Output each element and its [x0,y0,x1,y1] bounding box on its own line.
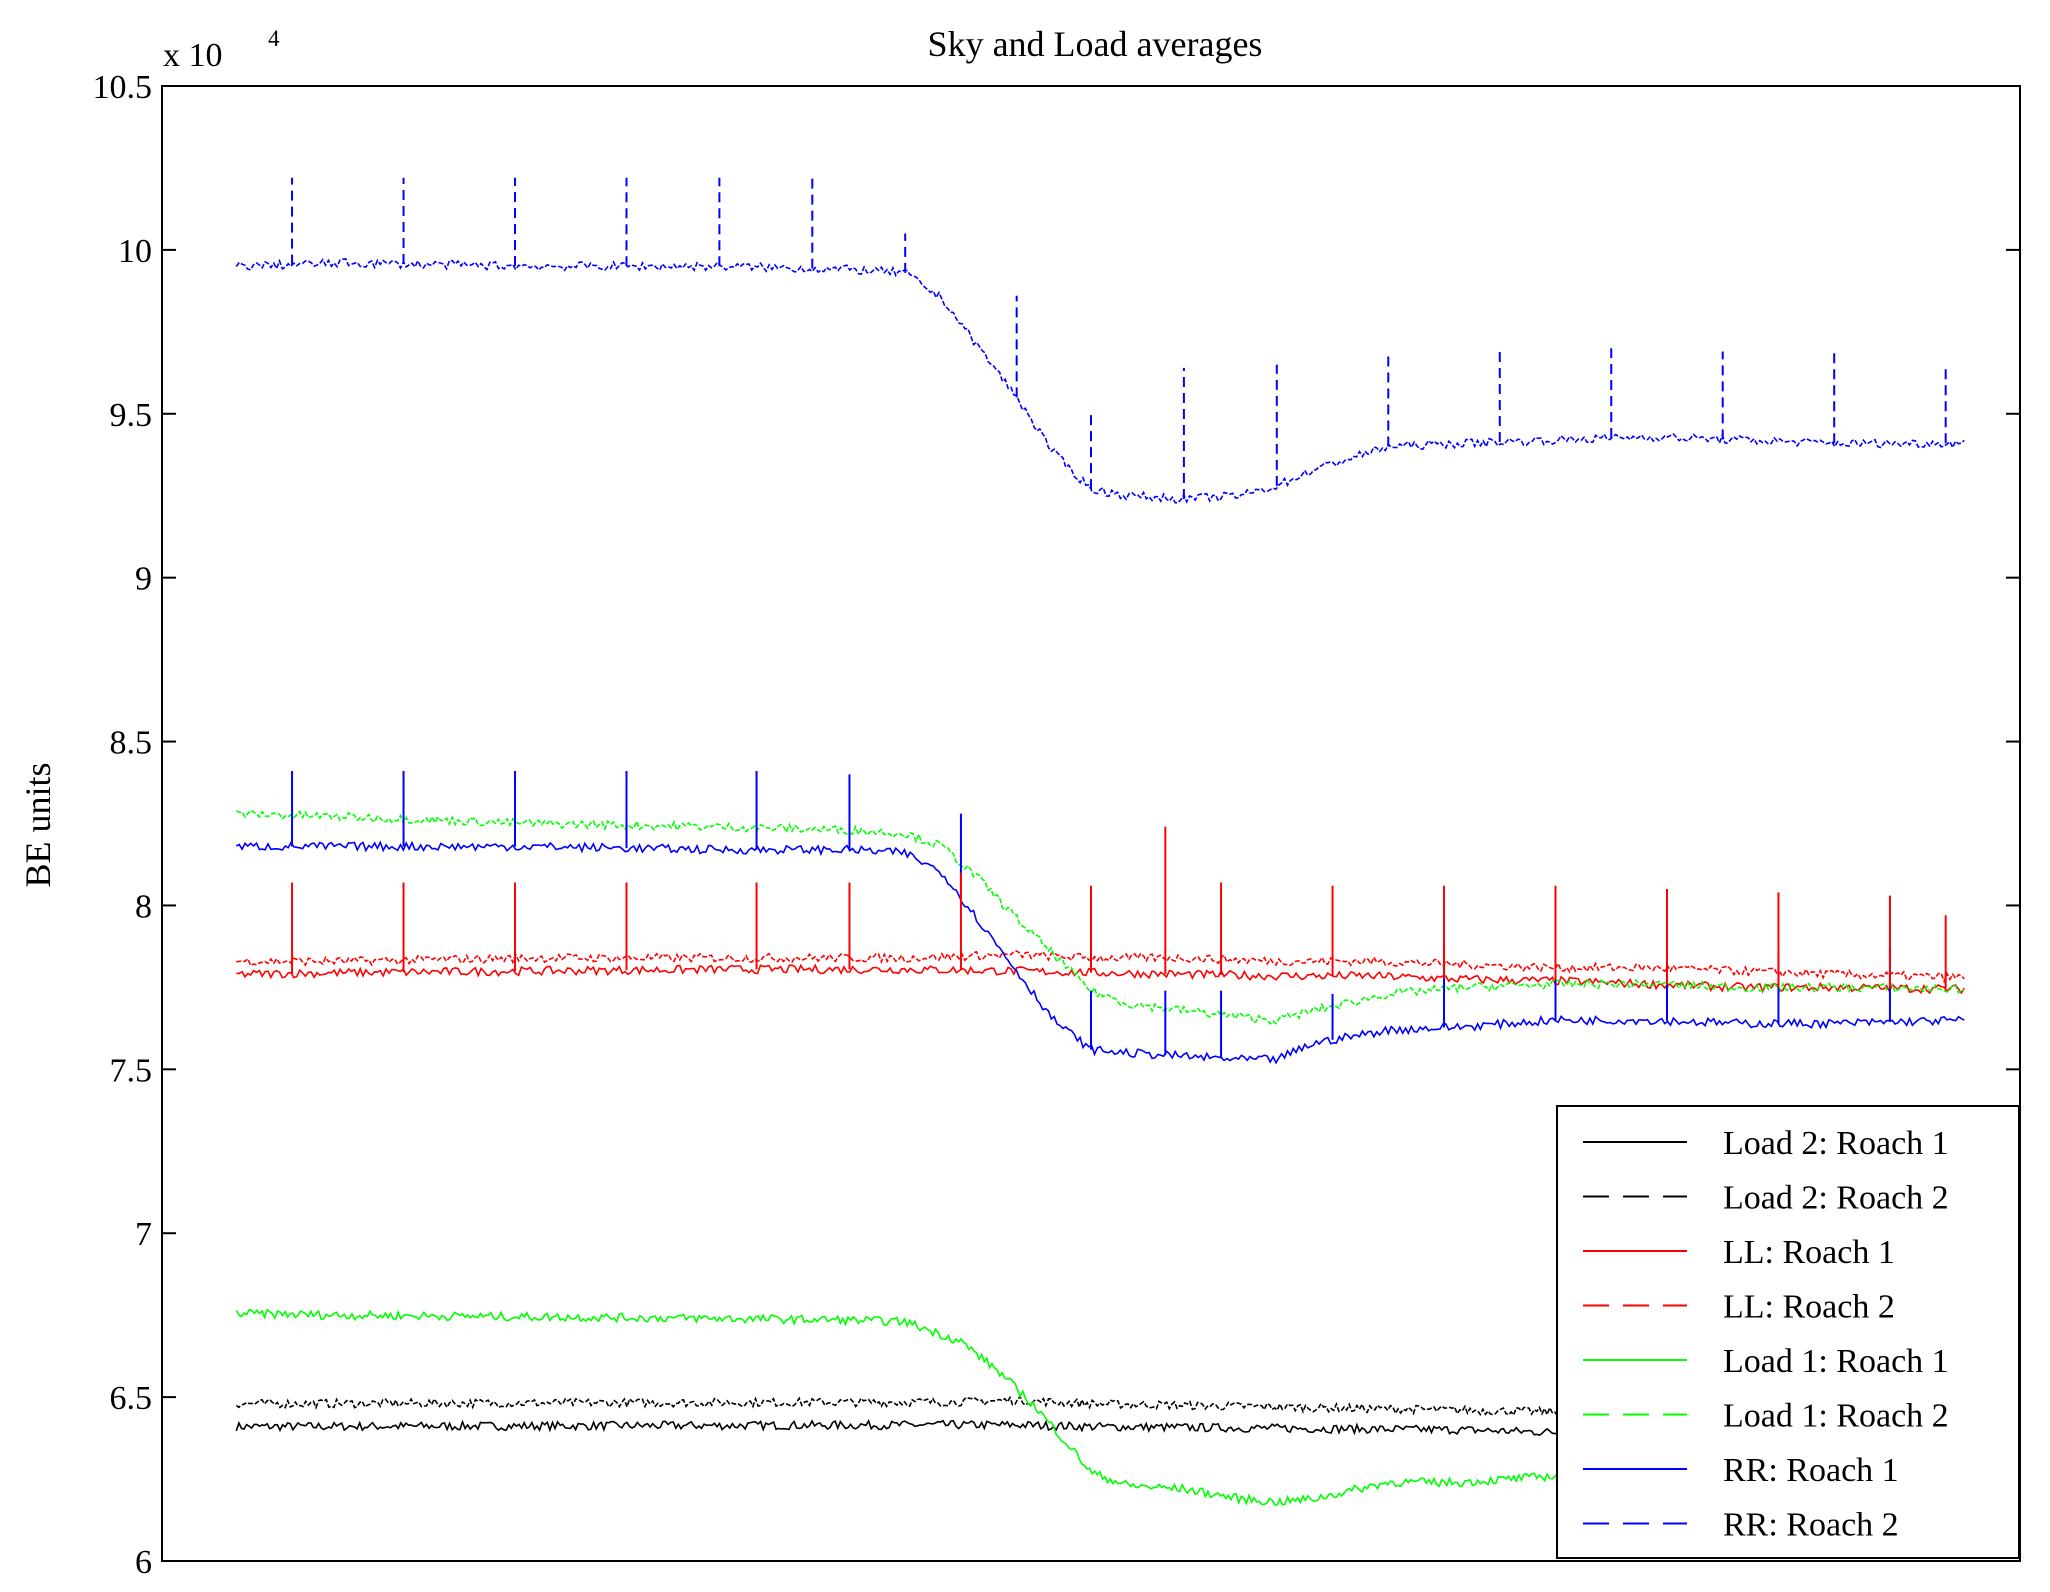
legend-label-rr-roach-2: RR: Roach 2 [1723,1507,1899,1544]
y-axis-ticks: 6 6.5 7 7.5 8 8.5 9 9.5 10 10.5 [93,69,2020,1581]
legend-label-ll-roach-1: LL: Roach 1 [1723,1234,1895,1271]
plot-area [235,177,1965,1506]
y-tick-label: 6.5 [110,1380,153,1417]
series-line-ll-roach-2 [236,950,1965,984]
y-tick-label: 7 [135,1216,152,1253]
y-tick-label: 9 [135,561,152,598]
y-tick-label: 10 [118,233,152,270]
series-line-load-2-roach-1 [235,1418,1779,1442]
series-line-rr-roach-2 [235,258,1965,504]
legend-label-ll-roach-2: LL: Roach 2 [1723,1289,1895,1326]
plot-frame [161,85,2021,1562]
series-line-load-1-roach-2 [235,809,1965,1025]
chart-title: Sky and Load averages [928,24,1263,64]
legend: Load 2: Roach 1 Load 2: Roach 2 LL: Roach … [1556,1105,2020,1559]
legend-box [1556,1105,2020,1559]
legend-label-load-1-roach-2: Load 1: Roach 2 [1723,1398,1949,1435]
series-line-rr-roach-1 [235,840,1965,1065]
y-tick-label: 9.5 [110,397,153,434]
legend-label-load-2-roach-1: Load 2: Roach 1 [1723,1125,1949,1162]
y-axis-exponent-power: 4 [268,26,280,51]
y-axis-exponent-label: x 10 [163,37,223,74]
legend-label-rr-roach-1: RR: Roach 1 [1723,1452,1899,1489]
series-line-load-1-roach-1 [235,1308,1780,1506]
legend-label-load-2-roach-2: Load 2: Roach 2 [1723,1180,1949,1217]
y-axis-label: BE units [18,762,58,887]
y-tick-label: 7.5 [110,1052,153,1089]
y-tick-label: 6 [135,1544,152,1581]
y-tick-label: 8 [135,888,152,925]
legend-label-load-1-roach-1: Load 1: Roach 1 [1723,1343,1949,1380]
y-tick-label: 10.5 [93,69,153,106]
y-tick-label: 8.5 [110,725,153,762]
